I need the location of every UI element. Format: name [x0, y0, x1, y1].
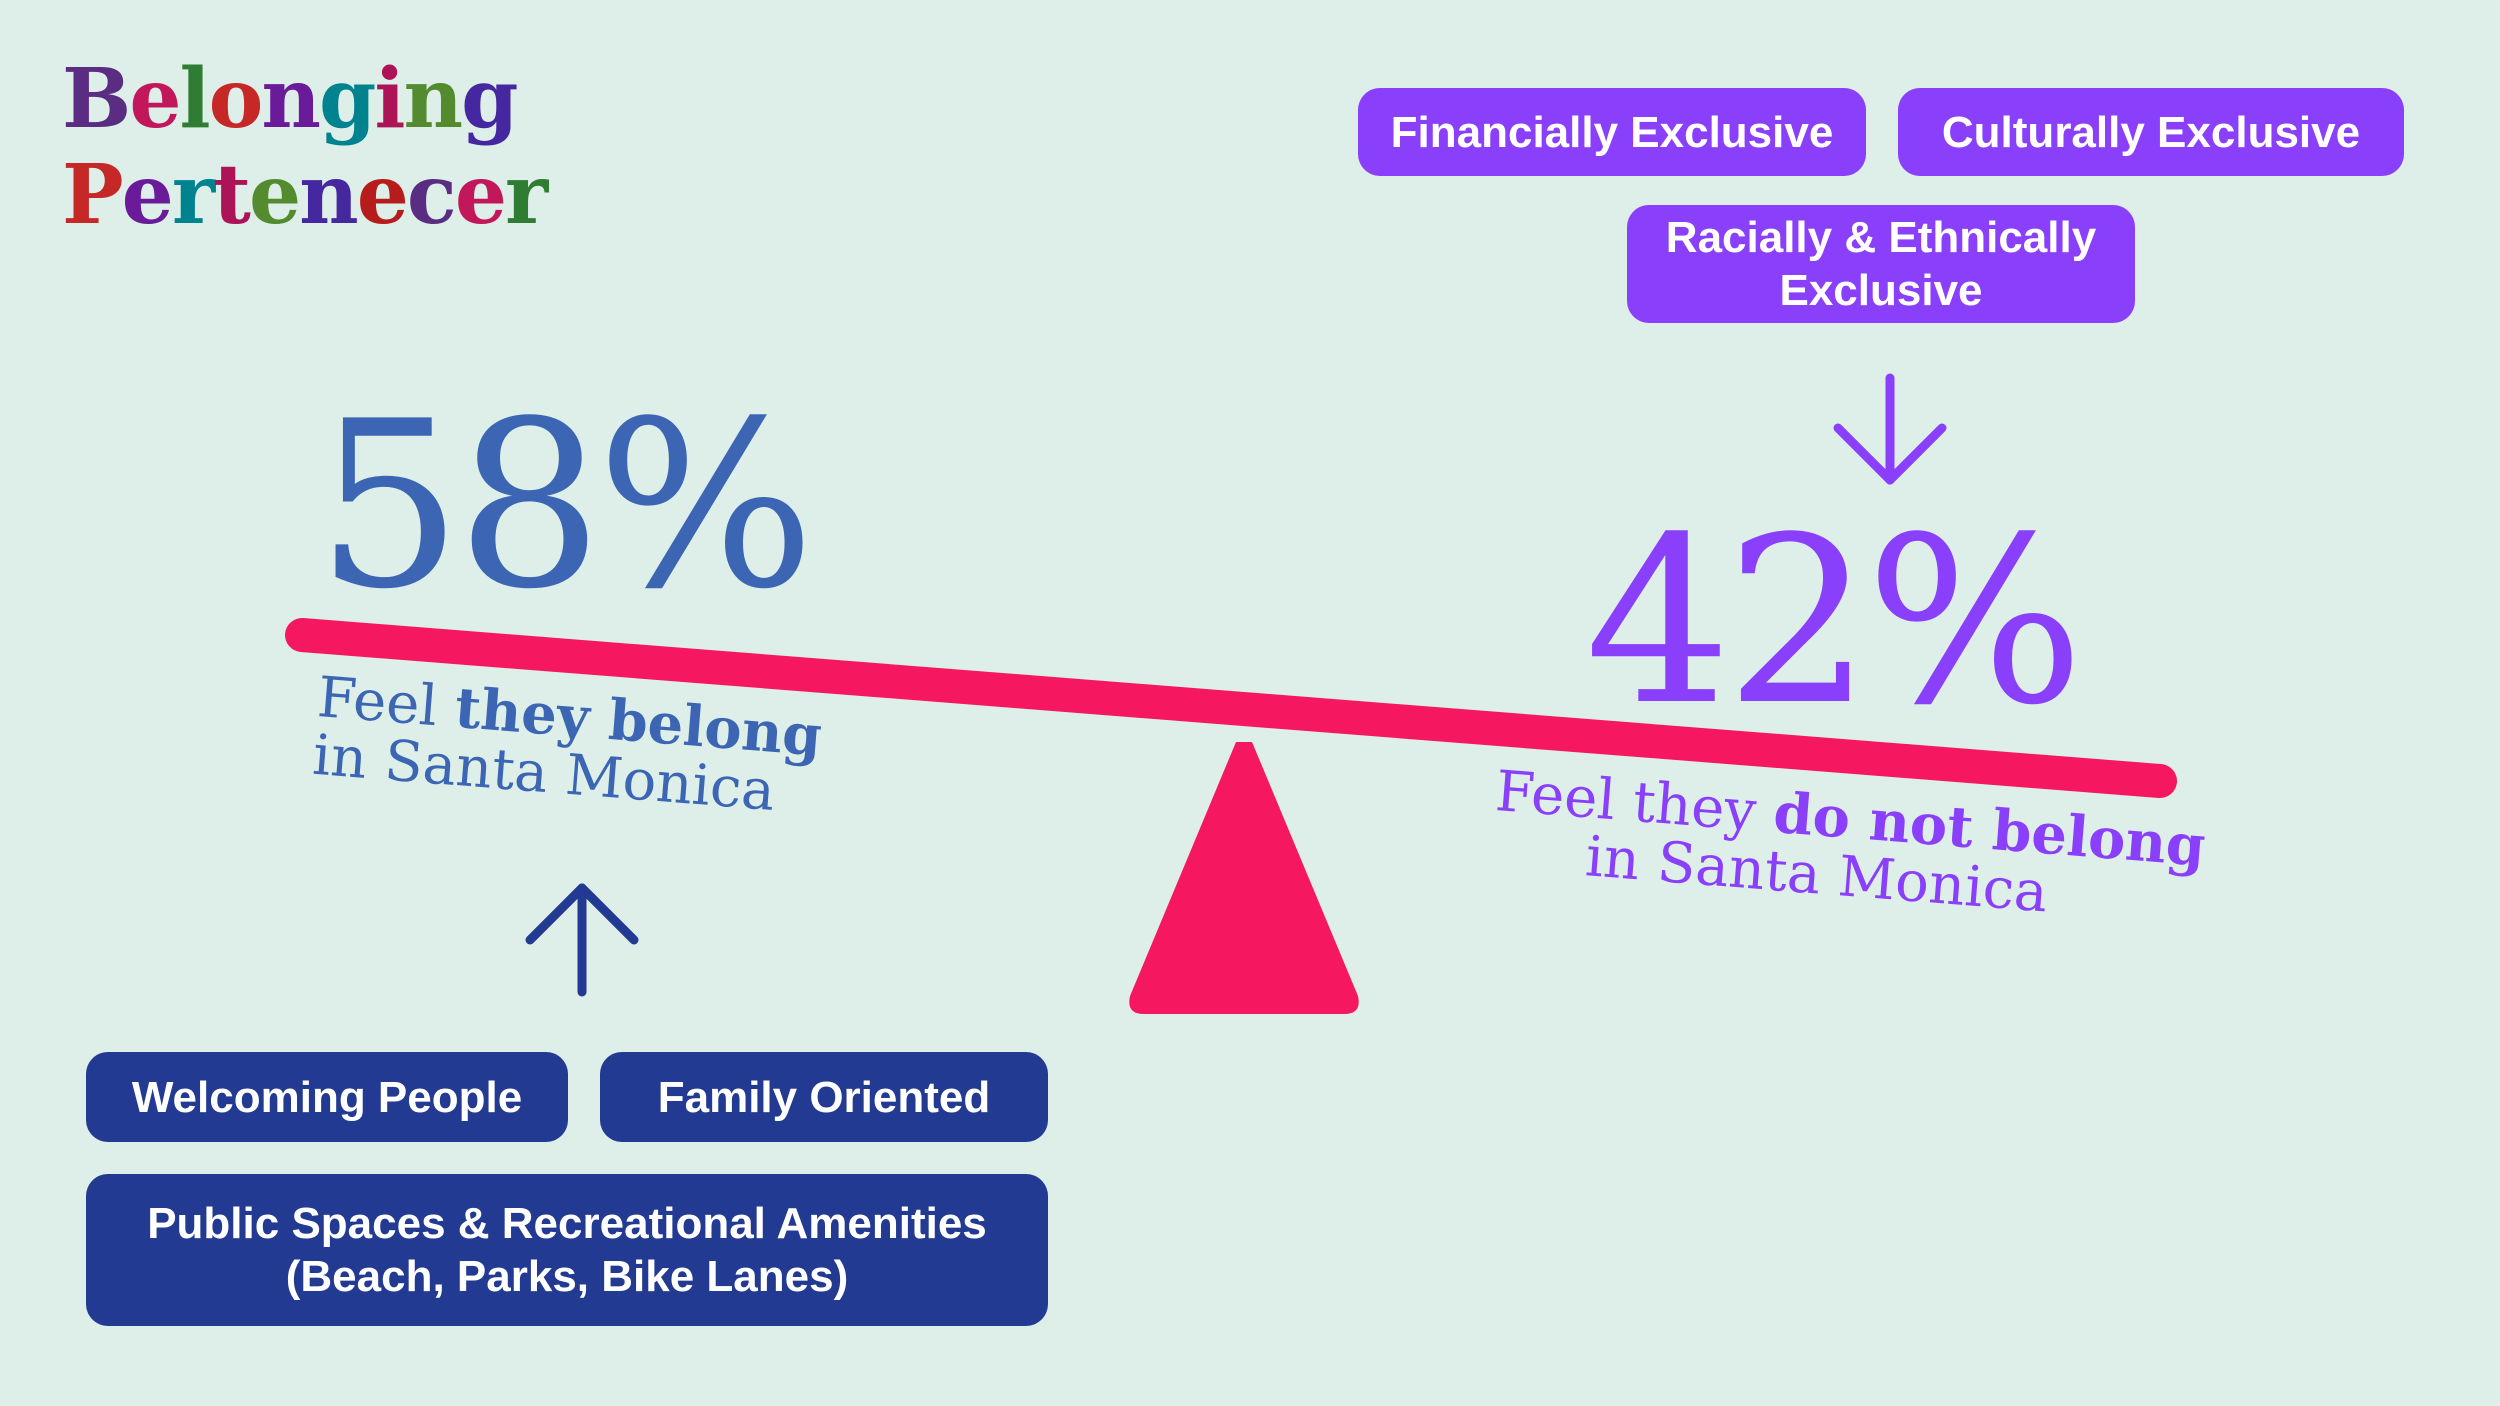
reason-label: Public Spaces & Recreational Amenities (B… [147, 1199, 987, 1301]
logo-letter: r [171, 147, 215, 243]
logo-letter: g [461, 51, 518, 147]
logo-pertenecer: Pertenecer [62, 147, 548, 243]
reason-label: Culturally Exclusive [1941, 107, 2361, 157]
logo-letter: e [129, 51, 181, 147]
logo-letter: o [208, 51, 264, 147]
reason-label: Welcoming People [131, 1072, 523, 1122]
logo-letter: i [374, 51, 405, 147]
arrow-down-icon [1833, 373, 1947, 485]
reason-label: Family Oriented [657, 1072, 991, 1122]
reason-label: Financially Exclusive [1390, 107, 1834, 157]
logo-letter: e [356, 147, 409, 243]
logo-letter: c [406, 147, 457, 243]
reason-pill-financially-exclusive: Financially Exclusive [1358, 88, 1866, 176]
reason-pill-racially-ethnically-exclusive: Racially & Ethnically Exclusive [1627, 205, 2135, 323]
logo-letter: e [121, 147, 174, 243]
reason-label: Racially & Ethnically Exclusive [1665, 213, 2097, 315]
logo-letter: P [62, 147, 124, 243]
belong-percent: 58% [316, 373, 815, 640]
logo-letter: t [213, 147, 251, 243]
reason-pill-family-oriented: Family Oriented [600, 1052, 1048, 1142]
not-belong-percent: 42% [1585, 489, 2084, 756]
logo-letter: e [248, 147, 301, 243]
logo-letter: l [179, 51, 210, 147]
logo-letter: r [505, 147, 548, 243]
reason-pill-public-spaces: Public Spaces & Recreational Amenities (B… [86, 1174, 1048, 1326]
reason-pill-welcoming-people: Welcoming People [86, 1052, 568, 1142]
seesaw-beam [285, 618, 2177, 798]
logo-letter: n [299, 147, 359, 243]
fulcrum-triangle [1129, 742, 1359, 1014]
logo-belonging: Belonging [62, 51, 518, 147]
arrow-up-icon [525, 883, 639, 997]
logo-letter: n [403, 51, 463, 147]
reason-pill-culturally-exclusive: Culturally Exclusive [1898, 88, 2404, 176]
logo-letter: n [261, 51, 321, 147]
logo-letter: e [454, 147, 507, 243]
logo-letter: B [62, 51, 131, 147]
logo-letter: g [318, 51, 376, 147]
